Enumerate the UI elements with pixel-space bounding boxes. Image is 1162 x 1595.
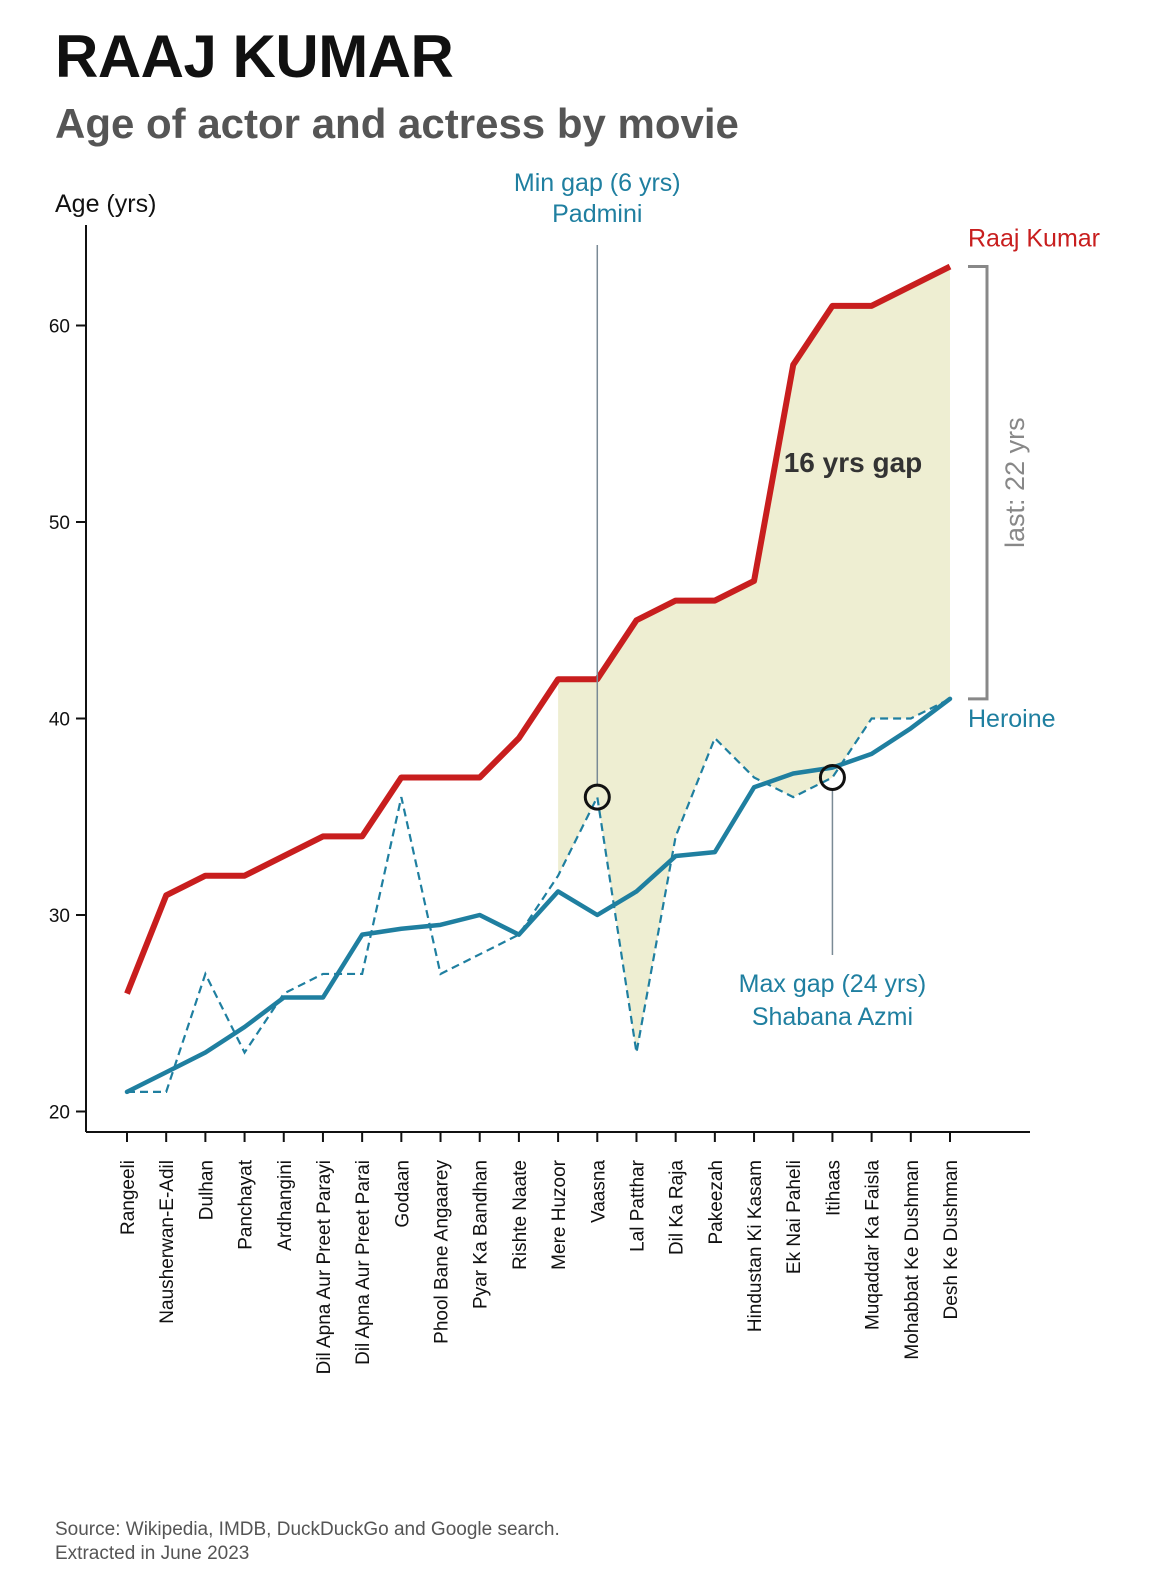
x-tick-label: Dil Apna Aur Preet Parayi: [314, 1160, 335, 1374]
series-label-actor: Raaj Kumar: [968, 225, 1100, 253]
actor-point: [555, 676, 561, 682]
heroine-point: [555, 888, 561, 894]
actor-point: [359, 833, 365, 839]
chart-title: RAAJ KUMAR: [55, 23, 454, 90]
min-gap-label: Padmini: [552, 200, 642, 228]
y-tick-label: 30: [49, 906, 70, 927]
heroine-point: [202, 1050, 208, 1056]
actor-point: [438, 774, 444, 780]
actor-point: [673, 598, 679, 604]
heroine-point: [281, 995, 287, 1001]
x-tick-label: Vaasna: [588, 1160, 609, 1223]
x-tick-label: Panchayat: [236, 1159, 257, 1250]
heroine-point: [751, 784, 757, 790]
actor-point: [712, 598, 718, 604]
y-tick-label: 60: [49, 317, 70, 338]
actor-point: [281, 853, 287, 859]
x-tick-label: Phool Bane Angaarey: [432, 1160, 453, 1344]
x-tick-label: Desh Ke Dushman: [941, 1160, 962, 1319]
y-tick-label: 40: [49, 710, 70, 731]
gap-shade-layer: [558, 266, 950, 1053]
heroine-point: [673, 853, 679, 859]
x-tick-label: Pyar Ka Bandhan: [471, 1160, 492, 1309]
heroine-point: [869, 751, 875, 757]
actor-point: [242, 873, 248, 879]
heroine-point: [790, 771, 796, 777]
y-tick-label: 20: [49, 1103, 70, 1124]
heroine-point: [516, 932, 522, 938]
heroine-point: [908, 725, 914, 731]
source-note: Source: Wikipedia, IMDB, DuckDuckGo and …: [55, 1518, 560, 1566]
heroine-point: [633, 888, 639, 894]
heroine-line: [124, 696, 953, 1095]
heroine-point: [398, 926, 404, 932]
x-tick-label: Rishte Naate: [510, 1160, 531, 1270]
actor-point: [163, 892, 169, 898]
source-line: Source: Wikipedia, IMDB, DuckDuckGo and …: [55, 1519, 560, 1540]
x-tick-label: Itihaas: [823, 1160, 844, 1216]
x-tick-label: Godaan: [392, 1160, 413, 1228]
actor-point: [516, 735, 522, 741]
axes: Age (yrs) 20 30 40 50 60 Rangeeli Nausherwan-E-…: [49, 190, 1030, 1374]
actor-point: [633, 617, 639, 623]
heroine-point: [477, 912, 483, 918]
x-tick-label: Mohabbat Ke Dushman: [902, 1160, 923, 1360]
actor-point: [829, 303, 835, 309]
source-line: Extracted in June 2023: [55, 1543, 250, 1564]
max-gap-marker: [818, 763, 846, 791]
actor-point: [869, 303, 875, 309]
x-tick-label: Hindustan Ki Kasam: [745, 1160, 766, 1332]
heroine-dashed-line: [127, 697, 951, 1093]
last-gap-label: last: 22 yrs: [1000, 417, 1030, 548]
heroine-point: [359, 932, 365, 938]
gap-shade-area: [558, 266, 950, 1053]
min-gap-label: Min gap (6 yrs): [514, 169, 681, 197]
line-chart: Age (yrs) 20 30 40 50 60 Rangeeli Nausherwan-E-…: [49, 169, 1100, 1374]
actor-point: [790, 362, 796, 368]
x-tick-label: Ardhangini: [275, 1160, 296, 1251]
x-tick-label: Lal Patthar: [627, 1159, 648, 1252]
actor-point: [947, 264, 953, 270]
heroine-point: [242, 1024, 248, 1030]
last-gap-bracket: [968, 265, 989, 701]
series-layer: [124, 263, 953, 1095]
y-axis-label: Age (yrs): [55, 190, 156, 218]
x-tick-label: Dil Apna Aur Preet Parai: [353, 1160, 374, 1365]
actor-point: [751, 578, 757, 584]
heroine-point: [124, 1089, 130, 1095]
max-gap-label: Max gap (24 yrs): [739, 970, 927, 998]
max-gap-label: Shabana Azmi: [752, 1003, 913, 1031]
actor-point: [908, 283, 914, 289]
min-gap-marker: [583, 783, 611, 811]
heroine-point: [320, 995, 326, 1001]
actor-point: [477, 774, 483, 780]
x-tick-label: Nausherwan-E-Adil: [157, 1160, 178, 1324]
actor-line: [124, 263, 952, 995]
heroine-point: [594, 912, 600, 918]
actor-point: [398, 774, 404, 780]
x-tick-label: Pakeezah: [706, 1160, 727, 1245]
actor-point: [320, 833, 326, 839]
heroine-point: [947, 696, 953, 702]
y-tick-label: 50: [49, 513, 70, 534]
heroine-point: [438, 922, 444, 928]
x-tick-label: Muqaddar Ka Faisla: [863, 1160, 884, 1330]
chart-subtitle: Age of actor and actress by movie: [55, 100, 739, 147]
x-tick-label: Mere Huzoor: [549, 1159, 570, 1269]
x-tick-label: Dil Ka Raja: [667, 1160, 688, 1255]
x-tick-label: Rangeeli: [118, 1160, 139, 1235]
actor-point: [124, 991, 130, 997]
x-tick-label: Ek Nai Paheli: [784, 1160, 805, 1274]
actor-point: [202, 873, 208, 879]
heroine-point: [712, 849, 718, 855]
heroine-point: [163, 1069, 169, 1075]
annotations-layer: Raaj Kumar Heroine last: 22 yrs 16 yrs gap M…: [514, 169, 1100, 1031]
series-label-heroine: Heroine: [968, 705, 1056, 733]
gap-label: 16 yrs gap: [784, 447, 923, 478]
x-tick-label: Dulhan: [196, 1160, 217, 1220]
